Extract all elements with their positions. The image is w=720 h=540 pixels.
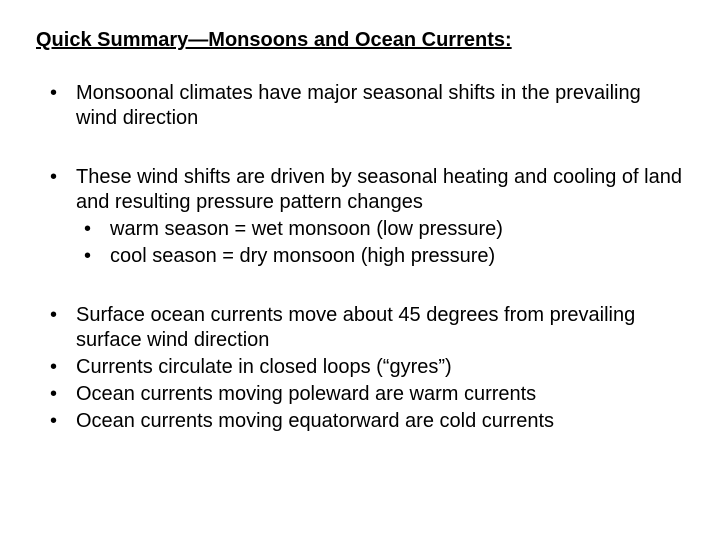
bullet-item: •Ocean currents moving poleward are warm… [36, 382, 684, 407]
bullet-text: Currents circulate in closed loops (“gyr… [76, 355, 684, 380]
bullet-item: •Monsoonal climates have major seasonal … [36, 81, 684, 131]
bullet-dot-icon: • [84, 244, 110, 269]
bullet-text: Ocean currents moving equatorward are co… [76, 409, 684, 434]
sub-bullet-text: cool season = dry monsoon (high pressure… [110, 244, 684, 269]
sub-bullet-text: warm season = wet monsoon (low pressure) [110, 217, 684, 242]
slide-title: Quick Summary—Monsoons and Ocean Current… [36, 28, 684, 53]
bullet-dot-icon: • [50, 355, 76, 380]
sub-bullet-item: •warm season = wet monsoon (low pressure… [36, 217, 684, 242]
bullet-block: •Monsoonal climates have major seasonal … [36, 81, 684, 131]
bullet-dot-icon: • [50, 81, 76, 106]
bullet-dot-icon: • [50, 165, 76, 190]
bullet-text: Monsoonal climates have major seasonal s… [76, 81, 684, 131]
bullet-item: •These wind shifts are driven by seasona… [36, 165, 684, 215]
bullet-dot-icon: • [84, 217, 110, 242]
bullet-text: Surface ocean currents move about 45 deg… [76, 303, 684, 353]
bullet-block: •Surface ocean currents move about 45 de… [36, 303, 684, 434]
bullet-item: •Ocean currents moving equatorward are c… [36, 409, 684, 434]
sub-bullet-item: •cool season = dry monsoon (high pressur… [36, 244, 684, 269]
slide-content: •Monsoonal climates have major seasonal … [36, 81, 684, 434]
bullet-block: •These wind shifts are driven by seasona… [36, 165, 684, 269]
bullet-item: •Surface ocean currents move about 45 de… [36, 303, 684, 353]
bullet-item: •Currents circulate in closed loops (“gy… [36, 355, 684, 380]
bullet-dot-icon: • [50, 409, 76, 434]
bullet-text: These wind shifts are driven by seasonal… [76, 165, 684, 215]
bullet-dot-icon: • [50, 303, 76, 328]
bullet-dot-icon: • [50, 382, 76, 407]
bullet-text: Ocean currents moving poleward are warm … [76, 382, 684, 407]
